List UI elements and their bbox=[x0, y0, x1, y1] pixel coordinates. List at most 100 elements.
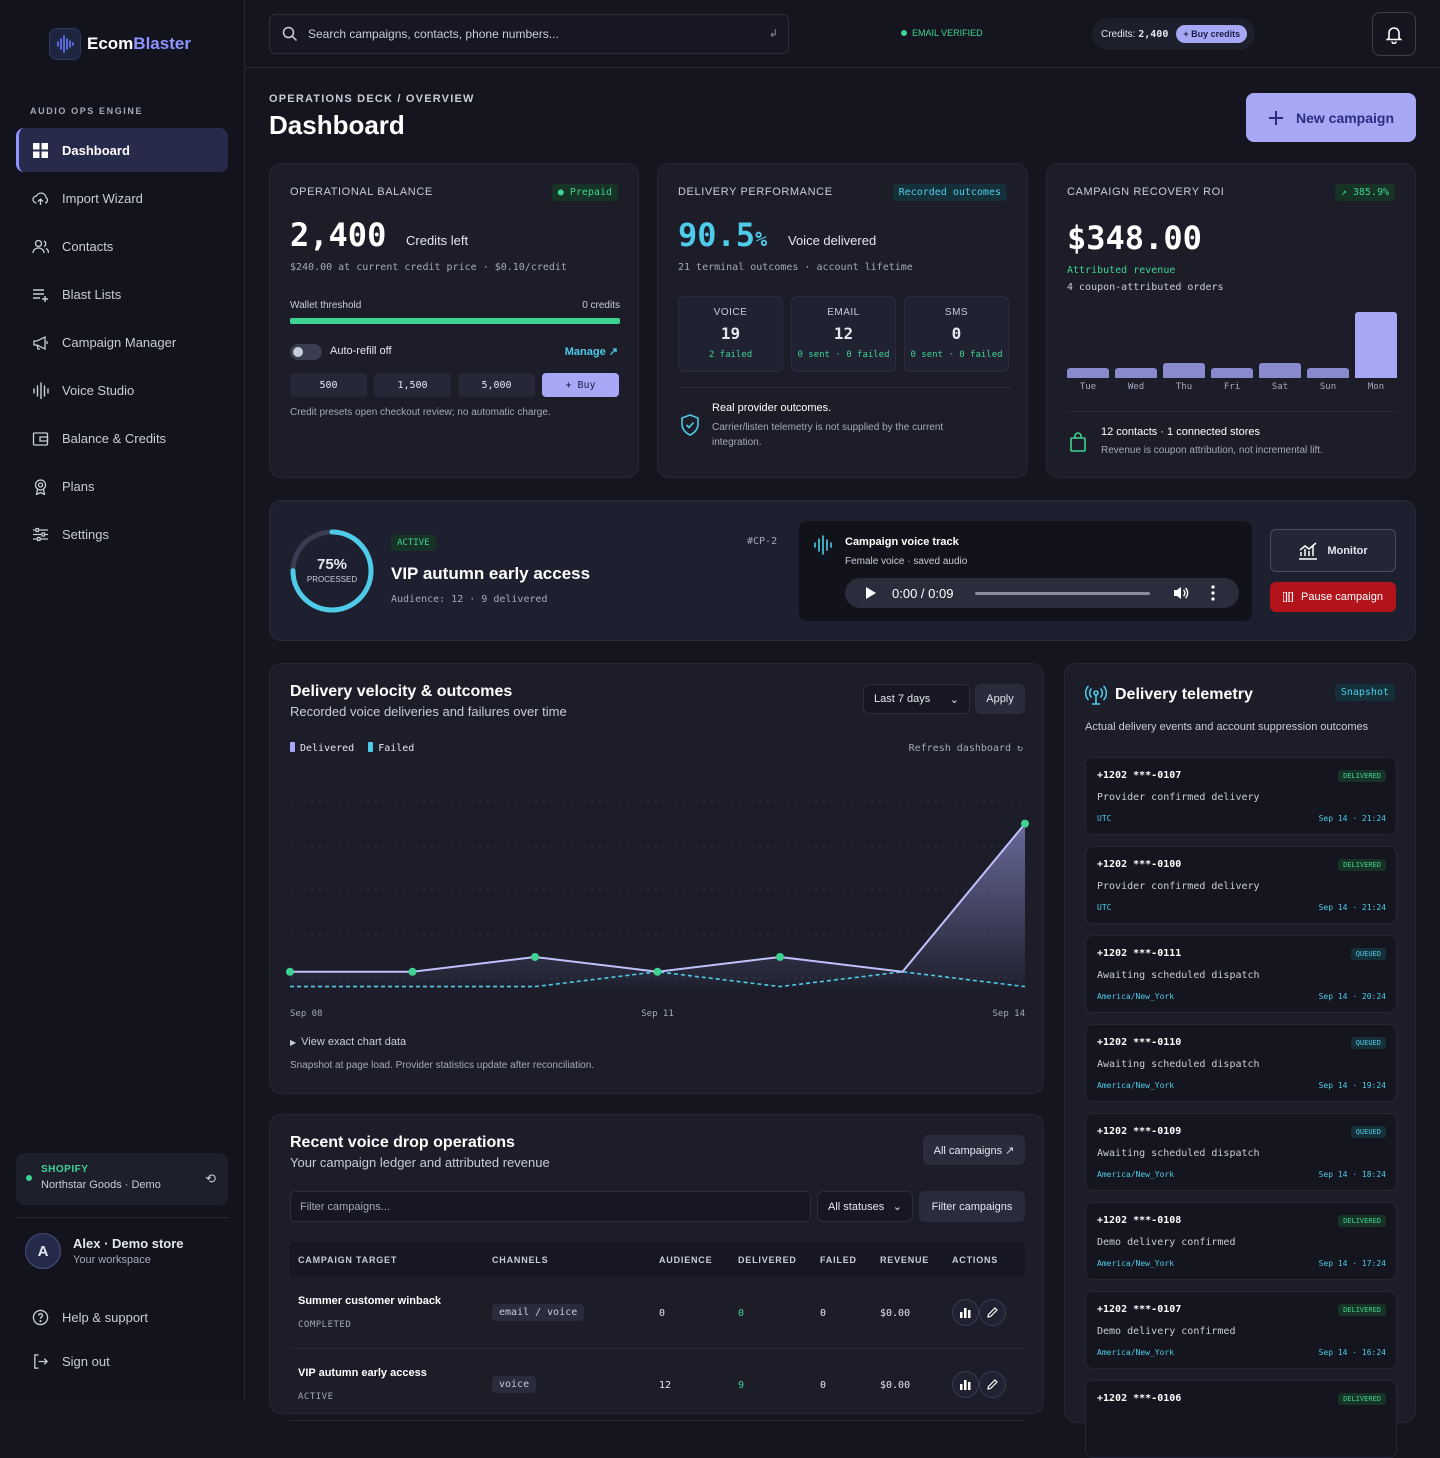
velocity-card: Delivery velocity & outcomes Recorded vo… bbox=[269, 663, 1044, 1094]
filter-input[interactable]: Filter campaigns... bbox=[290, 1191, 811, 1222]
new-campaign-button[interactable]: New campaign bbox=[1246, 93, 1416, 142]
table-row[interactable]: Summer customer winback COMPLETED email … bbox=[290, 1277, 1025, 1349]
telemetry-event[interactable]: +1202 ***-0109 QUEUED Awaiting scheduled d… bbox=[1085, 1113, 1397, 1191]
view-chart-data-toggle[interactable]: ▶ View exact chart data bbox=[290, 1036, 406, 1048]
more-options-icon[interactable] bbox=[1211, 585, 1215, 601]
sync-icon[interactable]: ⟲ bbox=[205, 1171, 216, 1186]
event-timezone: America/New_York bbox=[1097, 1348, 1175, 1357]
channel-chip: voice bbox=[492, 1376, 537, 1393]
sidebar-item-plans[interactable]: Plans bbox=[16, 464, 228, 508]
apply-button[interactable]: Apply bbox=[975, 684, 1025, 714]
sidebar-item-label: Blast Lists bbox=[62, 286, 122, 302]
logout-icon bbox=[34, 1354, 49, 1369]
volume-icon[interactable] bbox=[1173, 585, 1189, 601]
sidebar-item-contacts[interactable]: Contacts bbox=[16, 224, 228, 268]
threshold-bar bbox=[290, 318, 620, 324]
range-value: Last 7 days bbox=[874, 693, 931, 705]
event-timestamp: Sep 14 · 21:24 bbox=[1318, 903, 1386, 912]
audio-time: 0:00 / 0:09 bbox=[892, 586, 954, 601]
event-phone: +1202 ***-0100 bbox=[1097, 859, 1182, 870]
preset-5000-button[interactable]: 5,000 bbox=[458, 373, 535, 397]
event-message: Provider confirmed delivery bbox=[1097, 792, 1260, 803]
status-value: All statuses bbox=[828, 1200, 885, 1213]
shopify-connection[interactable]: SHOPIFY Northstar Goods · Demo ⟲ bbox=[16, 1153, 228, 1205]
ops-subtitle: Your campaign ledger and attributed reve… bbox=[290, 1155, 550, 1170]
active-campaign-card: 75% PROCESSED ACTIVE VIP autumn early ac… bbox=[269, 500, 1416, 641]
edit-button[interactable] bbox=[979, 1371, 1006, 1398]
revenue-cell: $0.00 bbox=[880, 1308, 911, 1319]
event-timezone: America/New_York bbox=[1097, 1081, 1175, 1090]
channel-value: 0 bbox=[951, 324, 962, 343]
edit-button[interactable] bbox=[979, 1299, 1006, 1326]
signout-link[interactable]: Sign out bbox=[32, 1353, 110, 1370]
manage-link[interactable]: Manage ↗ bbox=[564, 346, 618, 358]
auto-refill-toggle[interactable] bbox=[290, 344, 322, 360]
search-input[interactable]: Search campaigns, contacts, phone number… bbox=[269, 14, 789, 54]
telemetry-event[interactable]: +1202 ***-0107 DELIVERED Provider confirme… bbox=[1085, 757, 1397, 835]
event-message: Awaiting scheduled dispatch bbox=[1097, 1148, 1260, 1159]
telemetry-event[interactable]: +1202 ***-0108 DELIVERED Demo delivery con… bbox=[1085, 1202, 1397, 1280]
pencil-icon bbox=[987, 1307, 998, 1318]
stats-button[interactable] bbox=[952, 1299, 979, 1326]
event-timestamp: Sep 14 · 20:24 bbox=[1318, 992, 1386, 1001]
legend-delivered: Delivered bbox=[290, 742, 354, 754]
roi-label: Attributed revenue bbox=[1067, 265, 1176, 276]
filter-campaigns-button[interactable]: Filter campaigns bbox=[919, 1191, 1025, 1222]
roi-bar-label: Wed bbox=[1127, 382, 1145, 392]
status-select[interactable]: All statuses ⌄ bbox=[817, 1191, 913, 1222]
telemetry-event[interactable]: +1202 ***-0106 DELIVERED bbox=[1085, 1380, 1397, 1458]
sidebar-item-balance-credits[interactable]: Balance & Credits bbox=[16, 416, 228, 460]
event-timestamp: Sep 14 · 16:24 bbox=[1318, 1348, 1386, 1357]
telemetry-event[interactable]: +1202 ***-0100 DELIVERED Provider confirme… bbox=[1085, 846, 1397, 924]
audience-cell: 0 bbox=[659, 1308, 666, 1319]
telemetry-event[interactable]: +1202 ***-0111 QUEUED Awaiting scheduled d… bbox=[1085, 935, 1397, 1013]
telemetry-event[interactable]: +1202 ***-0107 DELIVERED Demo delivery con… bbox=[1085, 1291, 1397, 1369]
event-status-badge: DELIVERED bbox=[1338, 1393, 1386, 1405]
enter-icon: ↲ bbox=[768, 28, 778, 40]
search-icon bbox=[282, 26, 298, 42]
chart-legend: Delivered Failed bbox=[290, 742, 414, 754]
range-select[interactable]: Last 7 days ⌄ bbox=[863, 684, 970, 714]
sidebar-item-settings[interactable]: Settings bbox=[16, 512, 228, 556]
sidebar-item-campaign-manager[interactable]: Campaign Manager bbox=[16, 320, 228, 364]
buy-button[interactable]: + Buy bbox=[542, 373, 619, 397]
card-title: OPERATIONAL BALANCE bbox=[290, 186, 433, 198]
monitor-button[interactable]: Monitor bbox=[1270, 529, 1396, 572]
divider bbox=[16, 1217, 228, 1218]
pause-campaign-button[interactable]: Pause campaign bbox=[1270, 582, 1396, 612]
user-profile[interactable]: A Alex · Demo store Your workspace bbox=[25, 1233, 184, 1269]
sidebar-item-voice-studio[interactable]: Voice Studio bbox=[16, 368, 228, 412]
data-point-delivered bbox=[531, 952, 539, 961]
column-header: AUDIENCE bbox=[659, 1255, 713, 1265]
track-title: Campaign voice track bbox=[845, 536, 959, 548]
preset-500-button[interactable]: 500 bbox=[290, 373, 367, 397]
audio-player[interactable]: 0:00 / 0:09 bbox=[845, 578, 1239, 608]
sidebar-item-import-wizard[interactable]: Import Wizard bbox=[16, 176, 228, 220]
roi-badge: ↗ 385.9% bbox=[1334, 184, 1395, 201]
audio-seek-bar[interactable] bbox=[975, 592, 1150, 595]
chart-icon bbox=[1299, 541, 1318, 560]
refresh-dashboard-link[interactable]: Refresh dashboard ↻ bbox=[908, 743, 1023, 754]
telemetry-event[interactable]: +1202 ***-0110 QUEUED Awaiting scheduled d… bbox=[1085, 1024, 1397, 1102]
play-icon[interactable] bbox=[865, 587, 877, 599]
shield-check-icon bbox=[681, 414, 699, 436]
preset-1500-button[interactable]: 1,500 bbox=[374, 373, 451, 397]
sidebar-item-dashboard[interactable]: Dashboard bbox=[16, 128, 228, 172]
buy-credits-button[interactable]: + Buy credits bbox=[1176, 25, 1248, 43]
brand-name: EcomBlaster bbox=[87, 34, 191, 53]
logo[interactable]: EcomBlaster bbox=[49, 28, 191, 60]
table-row[interactable]: VIP autumn early access ACTIVE voice 12 … bbox=[290, 1349, 1025, 1421]
progress-label: PROCESSED bbox=[306, 575, 358, 584]
help-link[interactable]: Help & support bbox=[32, 1309, 148, 1326]
monitor-label: Monitor bbox=[1327, 544, 1368, 557]
delivered-cell: 9 bbox=[738, 1380, 745, 1391]
stats-button[interactable] bbox=[952, 1371, 979, 1398]
toggle-knob bbox=[293, 347, 303, 357]
sidebar-item-label: Import Wizard bbox=[62, 190, 143, 206]
notifications-button[interactable] bbox=[1372, 12, 1416, 56]
all-campaigns-button[interactable]: All campaigns ↗ bbox=[923, 1135, 1025, 1165]
sidebar-item-blast-lists[interactable]: Blast Lists bbox=[16, 272, 228, 316]
event-message: Awaiting scheduled dispatch bbox=[1097, 1059, 1260, 1070]
roi-sub: 4 coupon-attributed orders bbox=[1067, 282, 1224, 293]
threshold-label: Wallet threshold bbox=[290, 300, 362, 311]
